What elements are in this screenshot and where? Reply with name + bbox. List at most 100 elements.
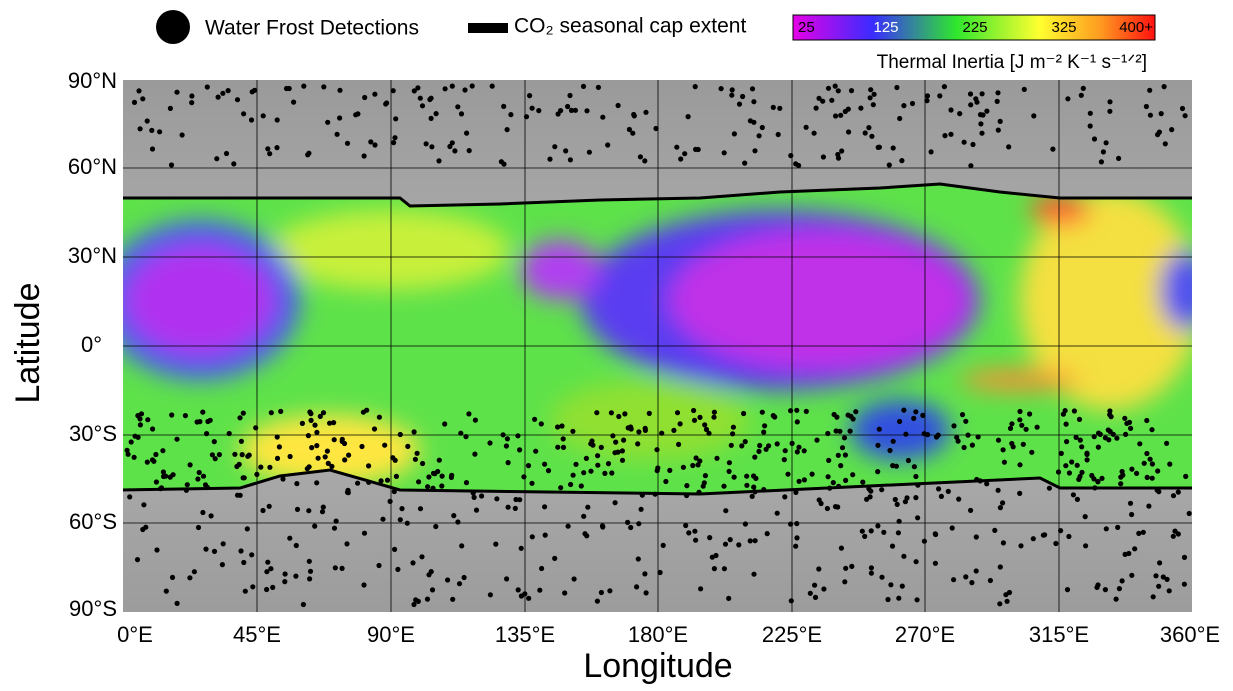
frost-dot bbox=[911, 416, 916, 421]
frost-dot bbox=[1164, 441, 1169, 446]
frost-dot bbox=[392, 135, 397, 140]
frost-dot bbox=[258, 465, 263, 470]
frost-dot bbox=[1155, 488, 1160, 493]
frost-dot bbox=[984, 109, 989, 114]
frost-dot bbox=[530, 534, 535, 539]
frost-dot bbox=[690, 463, 695, 468]
frost-dot bbox=[948, 132, 953, 137]
frost-dot bbox=[573, 108, 578, 113]
frost-dot bbox=[157, 129, 162, 134]
frost-dot bbox=[136, 435, 141, 440]
frost-dot bbox=[1109, 414, 1114, 419]
frost-dot bbox=[1141, 530, 1146, 535]
x-tick-label: 360°E bbox=[1160, 622, 1220, 647]
frost-dot bbox=[996, 128, 1001, 133]
frost-dot bbox=[915, 515, 920, 520]
frost-dot bbox=[539, 421, 544, 426]
frost-dot bbox=[168, 475, 173, 480]
frost-dot bbox=[957, 111, 962, 116]
frost-dot bbox=[1042, 532, 1047, 537]
frost-dot bbox=[183, 413, 188, 418]
frost-dot bbox=[450, 84, 455, 89]
frost-dot bbox=[692, 529, 697, 534]
frost-dot bbox=[584, 456, 589, 461]
frost-dot bbox=[661, 543, 666, 548]
frost-dot bbox=[383, 101, 388, 106]
frost-dot bbox=[238, 548, 243, 553]
frost-dot bbox=[761, 487, 766, 492]
frost-dot bbox=[890, 544, 895, 549]
frost-dot bbox=[1182, 555, 1187, 560]
frost-dot bbox=[956, 439, 961, 444]
frost-dot bbox=[245, 454, 250, 459]
frost-dot bbox=[305, 466, 310, 471]
x-tick-label: 45°E bbox=[233, 622, 281, 647]
frost-dot bbox=[1069, 459, 1074, 464]
frost-dot bbox=[395, 567, 400, 572]
frost-dot bbox=[849, 564, 854, 569]
frost-dot bbox=[306, 508, 311, 513]
frost-dot bbox=[998, 505, 1003, 510]
frost-dot bbox=[204, 431, 209, 436]
frost-dot bbox=[974, 534, 979, 539]
frost-dot bbox=[335, 132, 340, 137]
frost-dot bbox=[138, 126, 143, 131]
frost-dot bbox=[1162, 84, 1167, 89]
frost-dot bbox=[757, 443, 762, 448]
frost-dot bbox=[1002, 460, 1007, 465]
frost-dot bbox=[1165, 577, 1170, 582]
frost-dot bbox=[942, 84, 947, 89]
frost-dot bbox=[434, 111, 439, 116]
frost-dot bbox=[1149, 427, 1154, 432]
frost-dot bbox=[1103, 587, 1108, 592]
frost-dot bbox=[337, 115, 342, 120]
frost-dot bbox=[1019, 423, 1024, 428]
frost-dot bbox=[693, 538, 698, 543]
frost-dot bbox=[1171, 493, 1176, 498]
frost-dot bbox=[951, 577, 956, 582]
frost-dot bbox=[1155, 468, 1160, 473]
frost-dot bbox=[505, 127, 510, 132]
frost-dot bbox=[1107, 109, 1112, 114]
frost-dot bbox=[762, 423, 767, 428]
frost-dot bbox=[793, 544, 798, 549]
frost-dot bbox=[249, 552, 254, 557]
frost-dot bbox=[842, 579, 847, 584]
frost-dot bbox=[722, 566, 727, 571]
frost-dot bbox=[340, 439, 345, 444]
frost-dot bbox=[305, 152, 310, 157]
frost-dot bbox=[968, 91, 973, 96]
frost-dot bbox=[1084, 452, 1089, 457]
frost-dot bbox=[973, 96, 978, 101]
frost-dot bbox=[154, 479, 159, 484]
frost-dot bbox=[264, 587, 269, 592]
frost-dot bbox=[613, 440, 618, 445]
frost-dot bbox=[691, 408, 696, 413]
frost-dot bbox=[416, 479, 421, 484]
frost-dot bbox=[1075, 463, 1080, 468]
frost-dot bbox=[312, 524, 317, 529]
frost-dot bbox=[942, 133, 947, 138]
frost-dot bbox=[1144, 451, 1149, 456]
frost-dot bbox=[863, 130, 868, 135]
frost-dot bbox=[175, 601, 180, 606]
frost-dot bbox=[385, 478, 390, 483]
frost-dot bbox=[149, 128, 154, 133]
frost-dot bbox=[1063, 408, 1068, 413]
frost-dot bbox=[212, 439, 217, 444]
frost-dot bbox=[301, 84, 306, 89]
frost-dot bbox=[504, 443, 509, 448]
frost-dot bbox=[1072, 408, 1077, 413]
frost-dot bbox=[205, 485, 210, 490]
frost-dot bbox=[802, 448, 807, 453]
frost-dot bbox=[366, 463, 371, 468]
frost-dot bbox=[231, 161, 236, 166]
frost-dot bbox=[582, 531, 587, 536]
frost-dot bbox=[998, 564, 1003, 569]
frost-dot bbox=[946, 489, 951, 494]
frost-dot bbox=[678, 156, 683, 161]
frost-dot bbox=[1018, 543, 1023, 548]
frost-dot bbox=[555, 424, 560, 429]
frost-dot bbox=[235, 493, 240, 498]
frost-dot bbox=[903, 432, 908, 437]
